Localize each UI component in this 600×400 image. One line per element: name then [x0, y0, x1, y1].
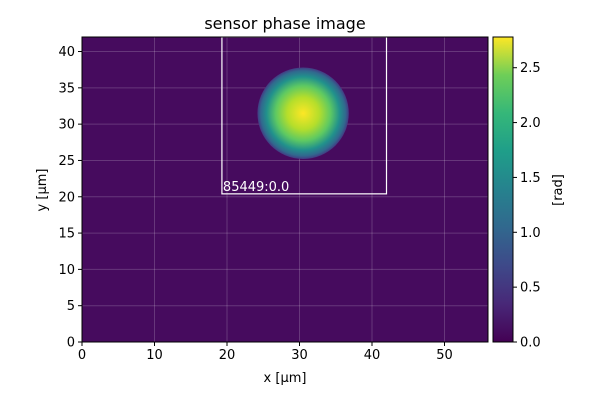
y-tick-label: 10 [58, 263, 75, 278]
y-tick-label: 0 [67, 336, 75, 351]
y-tick-label: 20 [58, 190, 75, 205]
x-tick-label: 10 [146, 348, 163, 363]
colorbar-tick-label: 1.5 [520, 171, 541, 186]
chart-title: sensor phase image [204, 14, 365, 33]
plot-frame [81, 36, 489, 343]
roi-box[interactable] [221, 37, 388, 195]
colorbar-gradient [493, 37, 513, 342]
colorbar-tick-label: 2.5 [520, 61, 541, 76]
x-tick-label: 40 [364, 348, 381, 363]
y-tick-label: 25 [58, 154, 75, 169]
x-tick-label: 50 [436, 348, 453, 363]
x-tick-label: 30 [291, 348, 308, 363]
colorbar-tick-label: 2.0 [520, 116, 541, 131]
y-tick-label: 40 [58, 45, 75, 60]
colorbar-tick-label: 1.0 [520, 226, 541, 241]
colorbar-frame [492, 36, 514, 343]
colorbar-axis: 0.0 0.5 1.0 1.5 2.0 2.5 [513, 61, 541, 351]
colorbar-tick-label: 0.5 [520, 281, 541, 296]
phase-spot [257, 67, 349, 159]
x-axis-label: x [µm] [264, 371, 307, 386]
colorbar-label: [rad] [551, 174, 566, 206]
roi-label: 85449:0.0 [223, 180, 289, 195]
y-axis-label: y [µm] [35, 169, 50, 212]
y-axis: 0 5 10 15 20 25 30 35 40 [58, 45, 82, 351]
x-tick-label: 20 [219, 348, 236, 363]
y-tick-label: 15 [58, 227, 75, 242]
y-tick-label: 35 [58, 81, 75, 96]
x-axis: 0 10 20 30 40 50 [78, 342, 453, 363]
colorbar-tick-label: 0.0 [520, 336, 541, 351]
y-tick-label: 5 [67, 299, 75, 314]
y-tick-label: 30 [58, 118, 75, 133]
x-tick-label: 0 [78, 348, 86, 363]
